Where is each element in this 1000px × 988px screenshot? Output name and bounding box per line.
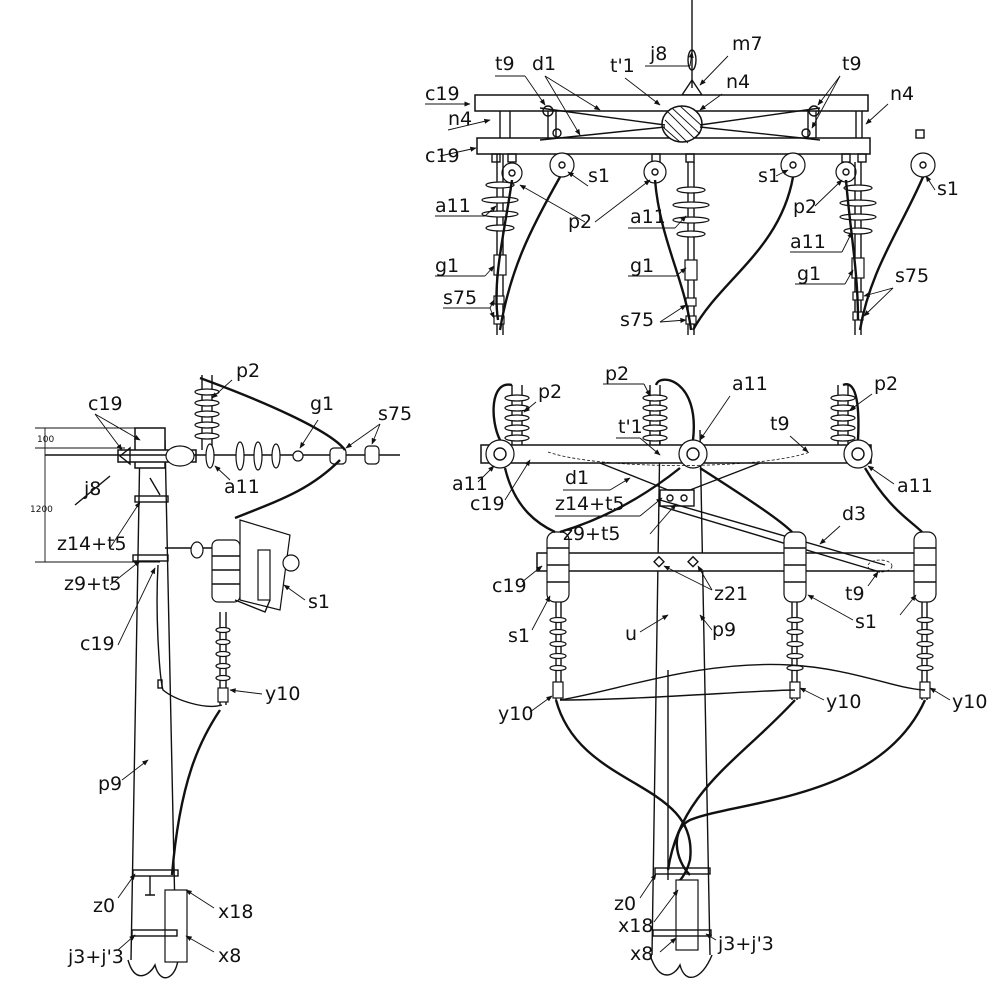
label-d3: d3 — [842, 503, 866, 525]
label-z0: z0 — [614, 893, 636, 915]
label-s1-b: s1 — [758, 165, 780, 187]
side-arrester — [194, 375, 220, 450]
label-t9-top: t9 — [770, 413, 790, 435]
label-p2-right: p2 — [874, 373, 898, 395]
top-view — [474, 0, 936, 335]
label-d1: d1 — [565, 467, 589, 489]
dim-1200: 1200 — [30, 505, 53, 515]
label-p9: p9 — [712, 619, 736, 641]
label-y10-left: y10 — [498, 703, 533, 725]
label-s1-right: s1 — [855, 611, 877, 633]
label-a11-center: a11 — [630, 206, 666, 228]
label-p9: p9 — [98, 773, 122, 795]
label-j3j3: j3+j'3 — [67, 946, 124, 968]
label-z9t5: z9+t5 — [563, 523, 621, 545]
side-arrester-y10 — [215, 612, 231, 705]
label-c19-mid: c19 — [492, 575, 527, 597]
front-view-labels: p2 p2 a11 p2 t'1 t9 a11 a11 d1 c19 z14+t… — [452, 363, 987, 965]
label-j3j3: j3+j'3 — [717, 933, 774, 955]
label-s75-right: s75 — [895, 265, 929, 287]
label-c19-bottom: c19 — [425, 145, 460, 167]
label-x18: x18 — [218, 901, 253, 923]
label-n4-left: n4 — [448, 108, 472, 130]
label-a11-center: a11 — [732, 373, 768, 395]
label-z14t5: z14+t5 — [57, 533, 127, 555]
label-c19-top: c19 — [425, 83, 460, 105]
front-cutouts — [546, 531, 937, 700]
label-g1: g1 — [310, 393, 334, 415]
label-z14t5: z14+t5 — [555, 493, 625, 515]
front-crossarm-top — [480, 444, 872, 464]
label-t1p: t'1 — [618, 416, 643, 438]
label-d1: d1 — [532, 53, 556, 75]
label-g1-right: g1 — [797, 263, 821, 285]
label-s75: s75 — [378, 403, 412, 425]
label-g1-center: g1 — [630, 255, 654, 277]
label-a11-right: a11 — [790, 231, 826, 253]
label-t9-mid: t9 — [845, 583, 865, 605]
top-arrester-center — [672, 162, 710, 335]
label-a11-right: a11 — [897, 475, 933, 497]
dim-100: 100 — [37, 435, 54, 445]
label-s75-left: s75 — [443, 287, 477, 309]
label-s1-left: s1 — [508, 625, 530, 647]
label-s1: s1 — [308, 591, 330, 613]
label-m7: m7 — [732, 33, 763, 55]
label-p2-center: p2 — [568, 211, 592, 233]
label-z21: z21 — [714, 583, 748, 605]
front-arresters-top — [504, 385, 856, 445]
label-j8: j8 — [83, 478, 101, 500]
front-view — [480, 378, 937, 978]
label-c19-mid: c19 — [80, 633, 115, 655]
side-view-labels: 100 1200 c19 p2 g1 s75 j8 a11 z14+t5 z9+… — [30, 360, 412, 968]
label-a11-left: a11 — [452, 473, 488, 495]
label-x18: x18 — [618, 915, 653, 937]
label-x8: x8 — [630, 943, 653, 965]
label-c19-top: c19 — [88, 393, 123, 415]
label-t9-left: t9 — [495, 53, 515, 75]
label-t1p: t'1 — [610, 55, 635, 77]
label-n4-center: n4 — [726, 71, 750, 93]
label-j8: j8 — [649, 43, 667, 65]
label-t9-right: t9 — [842, 53, 862, 75]
label-s1-a: s1 — [588, 165, 610, 187]
label-s1-c: s1 — [937, 178, 959, 200]
side-cutout — [165, 519, 300, 613]
label-c19-top: c19 — [470, 493, 505, 515]
label-p2: p2 — [236, 360, 260, 382]
label-g1-left: g1 — [435, 255, 459, 277]
label-z9t5: z9+t5 — [64, 573, 122, 595]
label-x8: x8 — [218, 945, 241, 967]
label-y10-right: y10 — [952, 691, 987, 713]
label-p2-left: p2 — [538, 381, 562, 403]
label-z0: z0 — [93, 895, 115, 917]
label-u: u — [625, 623, 637, 645]
side-view — [35, 375, 400, 979]
label-p2-right: p2 — [793, 196, 817, 218]
label-a11-left: a11 — [435, 195, 471, 217]
label-y10-center: y10 — [826, 691, 861, 713]
label-p2-center: p2 — [605, 363, 629, 385]
label-y10: y10 — [265, 683, 300, 705]
label-s75-center: s75 — [620, 309, 654, 331]
top-view-labels: j8 m7 t9 d1 t'1 n4 t9 c19 n4 n4 c19 s1 s… — [425, 33, 959, 331]
label-a11: a11 — [224, 476, 260, 498]
label-n4-right: n4 — [890, 83, 914, 105]
